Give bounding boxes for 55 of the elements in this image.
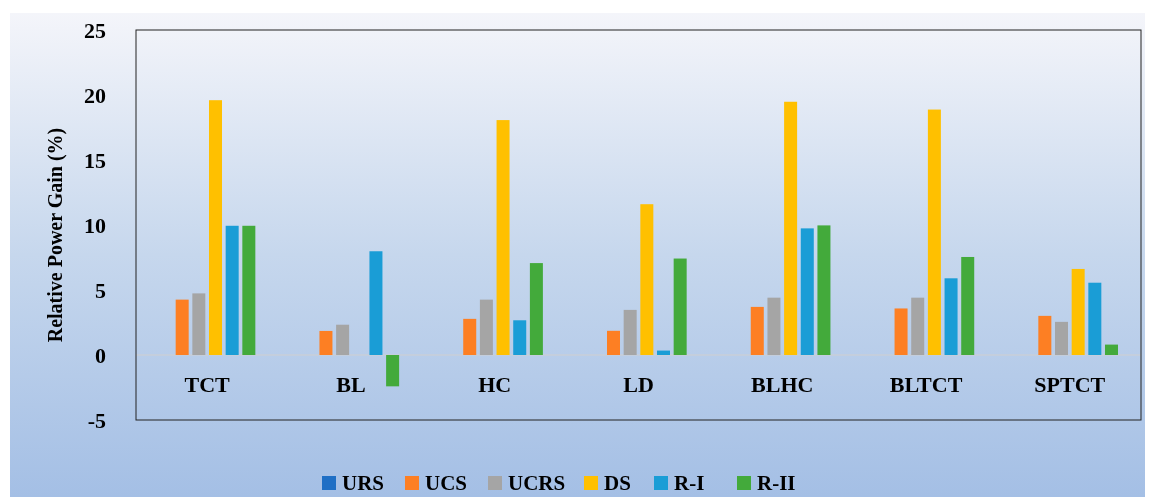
bar [369,251,383,355]
legend-label: R-II [757,471,796,496]
bar [529,263,543,355]
bar [767,297,781,355]
bar [192,293,206,355]
bar [657,350,670,355]
bar [242,225,256,355]
bar [209,100,222,355]
legend-label: DS [604,471,631,496]
y-tick-label: 20 [84,82,106,108]
y-tick-label: -5 [87,407,106,433]
y-tick-label: 25 [84,17,106,43]
y-tick-label: 0 [95,342,106,368]
bar [944,278,958,355]
y-tick-label: 5 [95,277,106,303]
bar [319,330,333,355]
legend-label: URS [342,471,385,496]
bar [1038,315,1052,355]
y-tick-label: 10 [84,212,106,238]
bar [386,355,400,387]
legend-label: R-I [674,471,705,496]
x-tick-label: BLHC [751,372,814,397]
bar [607,330,620,355]
bar [894,308,908,355]
x-tick-label: BLTCT [889,372,963,397]
x-tick-label: LD [623,372,654,397]
y-axis-title: Relative Power Gain (%) [44,127,67,343]
bar [225,225,239,355]
legend-label: UCRS [508,471,566,496]
bar [1088,282,1102,355]
bar [496,120,510,355]
bar [513,320,527,355]
bar [911,297,925,355]
y-tick-label: 15 [84,147,106,173]
bar [1071,268,1085,355]
bar [640,204,654,355]
bar [750,306,764,355]
bar [1105,344,1118,355]
bar [479,299,493,355]
bar [784,101,798,355]
bar [175,299,189,355]
x-tick-label: HC [478,372,512,397]
bar [800,228,814,355]
bar [463,318,477,355]
bar [927,109,941,355]
x-tick-label: SPTCT [1034,372,1106,397]
bar [673,258,687,355]
bar [1055,321,1068,355]
bar [961,256,975,355]
bar [817,225,831,355]
bar [336,324,350,355]
legend-label: UCS [425,471,468,496]
x-tick-label: TCT [184,372,231,397]
bar [623,309,637,355]
x-tick-label: BL [336,372,366,397]
